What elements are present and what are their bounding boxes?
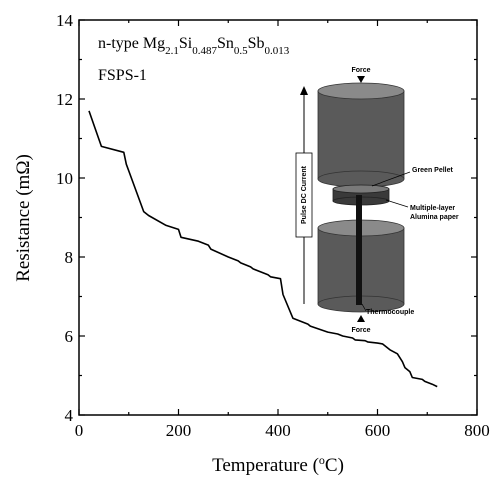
upper-punch bbox=[317, 82, 405, 188]
y-axis-title: Resistance (mΩ) bbox=[13, 154, 34, 282]
axis-ticks bbox=[78, 19, 478, 416]
y-tick-label: 14 bbox=[56, 11, 74, 30]
thermocouple-label: Thermocouple bbox=[366, 309, 414, 316]
y-tick-label: 4 bbox=[65, 406, 74, 425]
y-tick-label: 12 bbox=[56, 90, 73, 109]
inset-schematic: Force Force Pulse DC Current Green Pelle… bbox=[295, 67, 459, 334]
pulse-arrow-icon bbox=[300, 86, 308, 95]
pulse-label-box bbox=[295, 152, 313, 238]
anno-mid3: Sb bbox=[248, 35, 265, 52]
anno-mid1: Si bbox=[179, 35, 193, 52]
force-bottom-arrow-icon bbox=[357, 315, 365, 322]
x-axis-title-main: Temperature ( bbox=[212, 455, 319, 476]
thermocouple-rod bbox=[356, 195, 362, 305]
process-label: FSPS-1 bbox=[98, 67, 147, 84]
multilayer-label: Multiple-layer bbox=[410, 205, 455, 212]
anno-prefix: n-type Mg bbox=[98, 35, 165, 52]
y-tick-label: 6 bbox=[65, 327, 74, 346]
anno-sub2: 0.487 bbox=[192, 45, 217, 57]
x-tick-label: 0 bbox=[75, 421, 84, 440]
anno-sub4: 0.013 bbox=[265, 45, 290, 57]
x-axis-title: Temperature (oC) bbox=[212, 453, 344, 476]
anno-sub1: 2.1 bbox=[165, 45, 179, 57]
y-tick-label: 10 bbox=[56, 169, 73, 188]
green-pellet-label: Green Pellet bbox=[412, 167, 454, 174]
x-tick-label: 400 bbox=[265, 421, 291, 440]
x-axis-title-unit: C) bbox=[325, 455, 344, 476]
x-tick-label: 800 bbox=[464, 421, 490, 440]
y-tick-label: 8 bbox=[65, 248, 74, 267]
thermocouple-leader bbox=[361, 303, 367, 312]
tick-labels: 0 200 400 600 800 4 6 8 10 12 14 bbox=[56, 11, 490, 440]
multilayer-leader bbox=[385, 199, 409, 208]
x-axis-title-sup: o bbox=[319, 453, 325, 467]
series-line bbox=[88, 110, 438, 388]
x-tick-label: 200 bbox=[166, 421, 192, 440]
alumina-label: Alumina paper bbox=[410, 214, 459, 221]
force-top-arrow-icon bbox=[357, 76, 365, 83]
anno-sub3: 0.5 bbox=[234, 45, 248, 57]
x-tick-label: 600 bbox=[365, 421, 391, 440]
force-top-label: Force bbox=[351, 67, 370, 74]
force-bottom-label: Force bbox=[351, 327, 370, 334]
sample-label: n-type Mg2.1Si0.487Sn0.5Sb0.013 bbox=[98, 35, 290, 57]
pellet-leader bbox=[371, 171, 411, 187]
anno-mid2: Sn bbox=[217, 35, 234, 52]
pulse-label: Pulse DC Current bbox=[301, 165, 308, 224]
